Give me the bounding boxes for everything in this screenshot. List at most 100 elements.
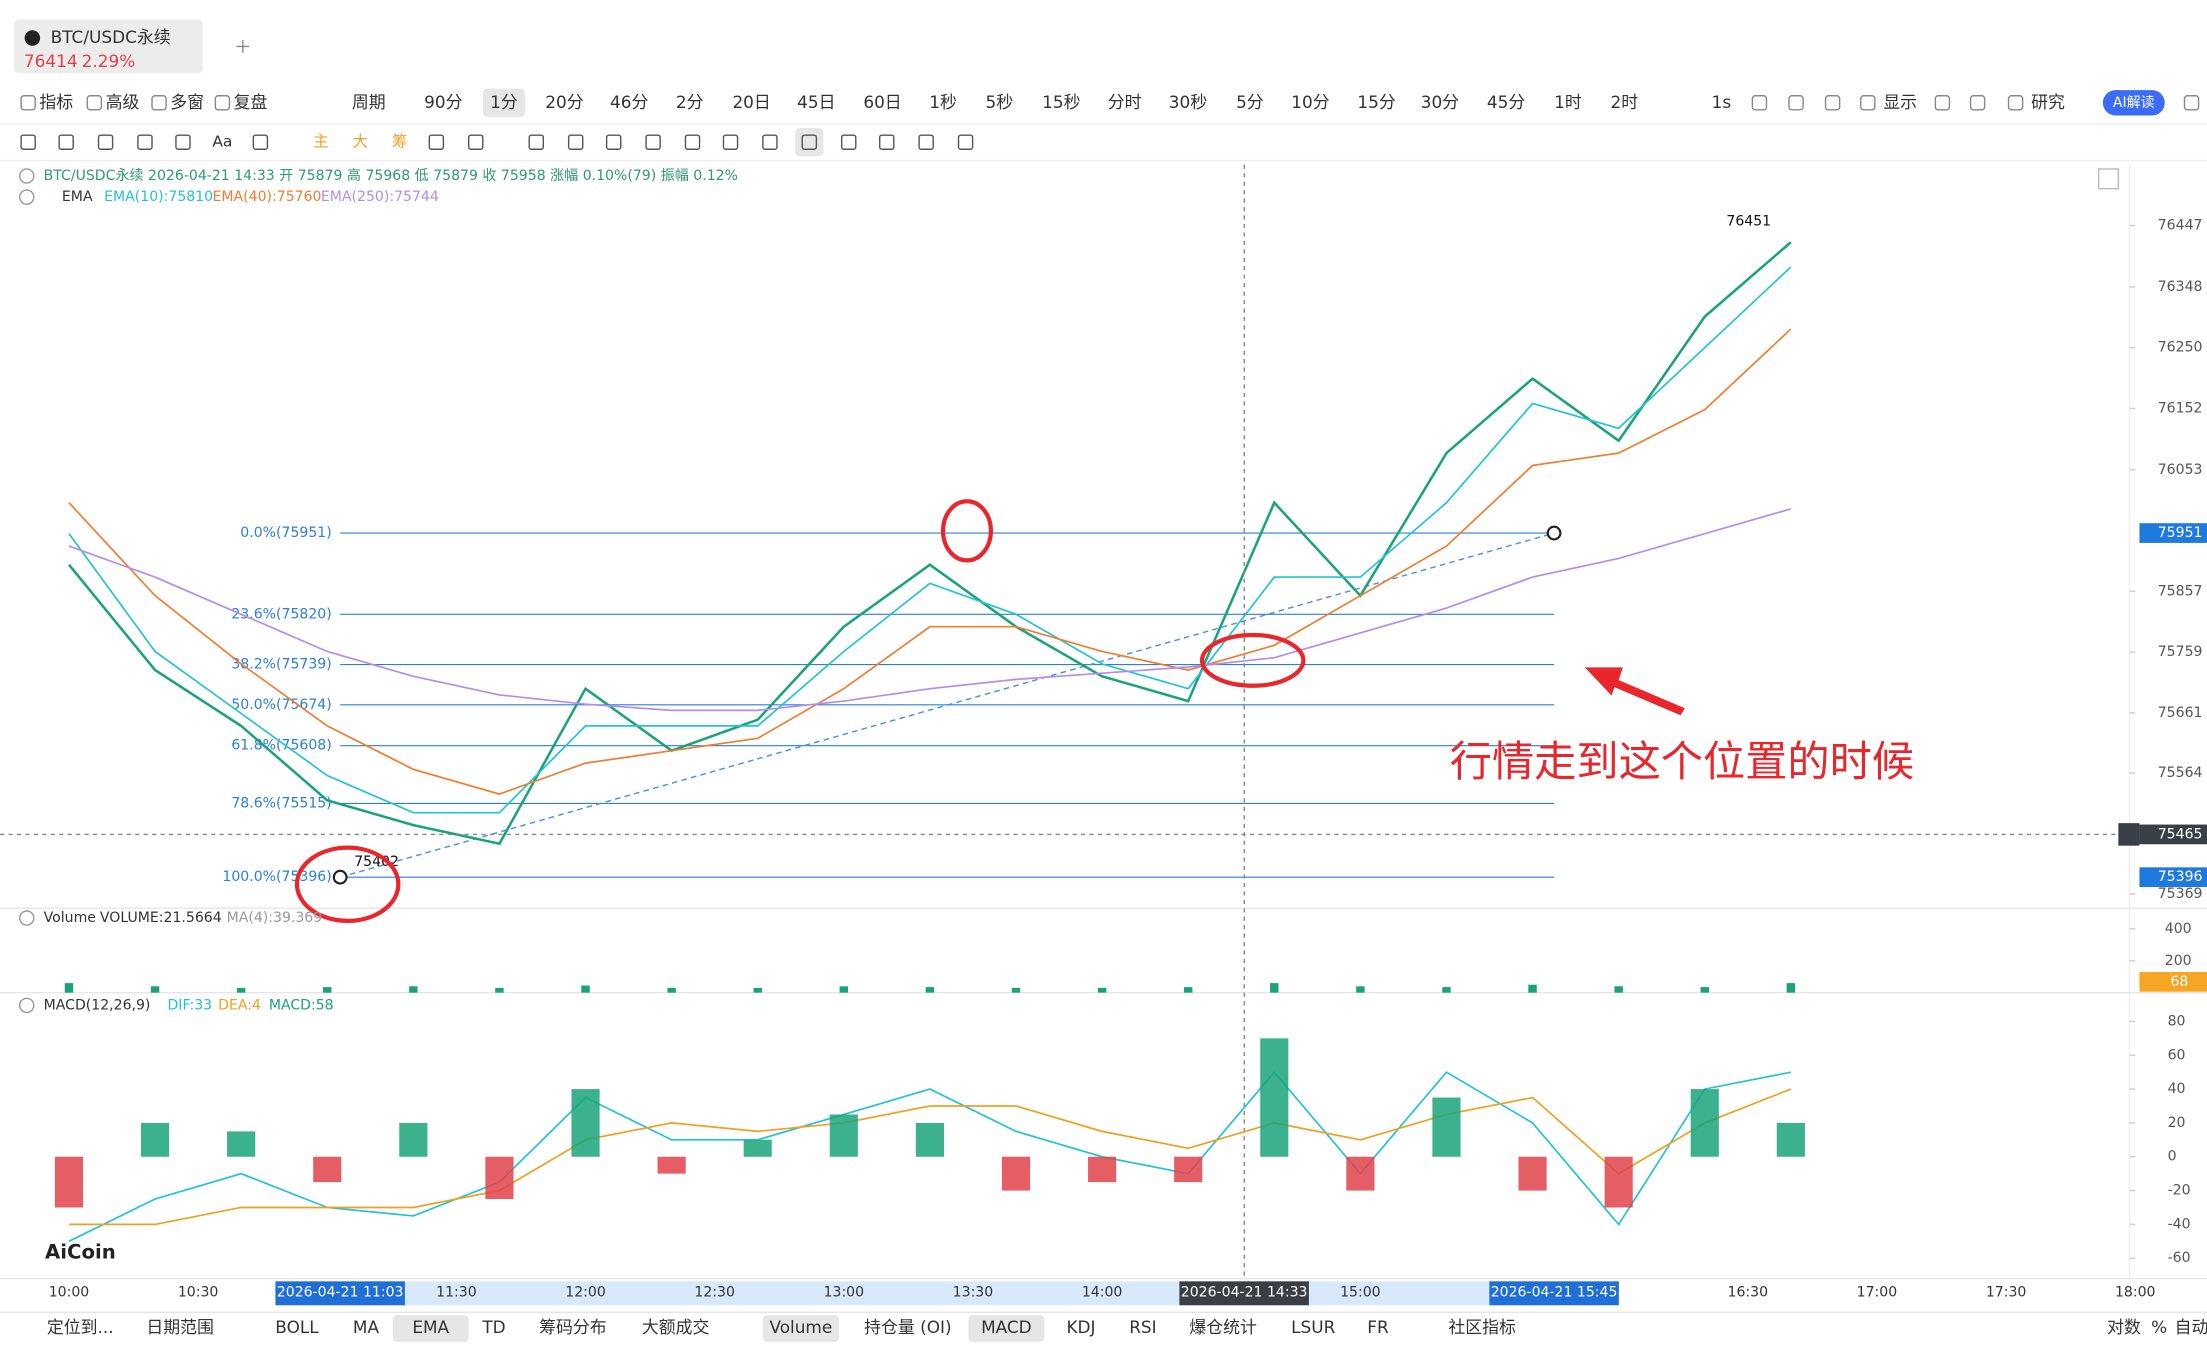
toolbar-item[interactable]: 46分 [610, 92, 648, 112]
toolbar-item[interactable]: 45分 [1487, 92, 1525, 112]
toolbar-item[interactable]: 显示 [1883, 92, 1917, 112]
bottom-item[interactable]: % [2151, 1317, 2167, 1337]
draw-tool[interactable] [762, 134, 778, 150]
toolbar-item[interactable]: 2分 [676, 92, 704, 112]
bottom-item[interactable]: 持仓量 (OI) [864, 1317, 951, 1337]
toolbar-item[interactable]: 30分 [1421, 92, 1459, 112]
draw-tool[interactable] [97, 134, 114, 150]
draw-tool[interactable] [684, 134, 701, 150]
toolbar-item[interactable]: 周期 [352, 92, 386, 112]
draw-tool[interactable] [252, 134, 269, 150]
collapse-icon[interactable] [19, 910, 35, 926]
bottom-item[interactable]: TD [481, 1317, 505, 1337]
draw-tool[interactable] [957, 134, 974, 150]
toolbar-item[interactable]: 90分 [424, 92, 462, 112]
draw-tool[interactable] [528, 134, 545, 150]
draw-tool-label[interactable]: Aa [212, 133, 232, 151]
draw-tool[interactable] [468, 134, 484, 150]
toolbar-icon[interactable] [1969, 95, 1986, 111]
bottom-item[interactable]: RSI [1129, 1317, 1156, 1337]
bottom-item[interactable]: BOLL [275, 1317, 319, 1337]
toolbar-icon[interactable] [86, 95, 103, 111]
bottom-item[interactable]: MACD [981, 1317, 1032, 1337]
trend-handle[interactable] [332, 869, 348, 885]
toolbar-item[interactable]: 高级 [106, 92, 140, 112]
toolbar-item[interactable]: 45日 [797, 92, 835, 112]
toolbar-item[interactable]: 30秒 [1169, 92, 1207, 112]
toolbar-item[interactable]: 2时 [1610, 92, 1638, 112]
toolbar-item[interactable]: 复盘 [234, 92, 268, 112]
bottom-item[interactable]: 日期范围 [146, 1317, 214, 1337]
y-tick-label: -60 [2168, 1250, 2191, 1266]
draw-tool[interactable] [722, 134, 739, 150]
toolbar-icon[interactable] [1860, 95, 1876, 111]
draw-tool-label[interactable]: 主 [313, 133, 328, 151]
toolbar-icon[interactable] [2007, 95, 2024, 111]
tab[interactable] [14, 19, 203, 74]
bottom-item[interactable]: KDJ [1066, 1317, 1095, 1337]
toolbar-icon[interactable] [1788, 95, 1804, 111]
draw-tool[interactable] [137, 134, 153, 150]
draw-tool[interactable] [567, 134, 584, 150]
draw-tool[interactable] [175, 134, 191, 150]
toolbar-item[interactable]: 1分 [490, 92, 518, 112]
toolbar-item[interactable]: 多窗 [170, 92, 204, 112]
toolbar-item[interactable]: AI解读 [2113, 94, 2155, 111]
toolbar-item[interactable]: 1时 [1554, 92, 1582, 112]
draw-tool[interactable] [645, 134, 661, 150]
draw-tool[interactable] [918, 134, 934, 150]
bottom-item[interactable]: 爆仓统计 [1189, 1317, 1257, 1337]
trend-handle[interactable] [1546, 525, 1562, 541]
bottom-item[interactable]: 社区指标 [1448, 1317, 1516, 1337]
toolbar-icon[interactable] [1934, 95, 1951, 111]
draw-tool-label[interactable]: 大 [353, 133, 368, 151]
bottom-item[interactable]: LSUR [1291, 1317, 1335, 1337]
toolbar-icon[interactable] [151, 95, 167, 111]
draw-tool[interactable] [58, 134, 74, 150]
toolbar-item[interactable]: 指标 [39, 92, 73, 112]
bottom-item[interactable]: Volume [770, 1317, 833, 1337]
collapse-icon[interactable] [19, 189, 35, 205]
bottom-item[interactable]: 大额成交 [642, 1317, 710, 1337]
draw-tool[interactable] [879, 134, 895, 150]
legend-entry: DEA:4 [218, 997, 261, 1013]
toolbar-icon[interactable] [20, 95, 36, 111]
bottom-item[interactable]: 对数 [2107, 1317, 2141, 1337]
collapse-icon[interactable] [19, 997, 35, 1014]
draw-tool[interactable] [605, 134, 622, 150]
bottom-item[interactable]: 自动 [2175, 1317, 2207, 1337]
toolbar-item[interactable]: 15分 [1357, 92, 1395, 112]
toolbar-icon[interactable] [214, 95, 231, 111]
bottom-item[interactable]: EMA [412, 1317, 449, 1337]
draw-tool[interactable] [801, 134, 818, 150]
collapse-icon[interactable] [19, 168, 35, 184]
toolbar-item[interactable]: 1秒 [929, 92, 957, 112]
toolbar-item[interactable]: 5分 [1236, 92, 1264, 112]
volume-bar [323, 987, 332, 993]
toolbar-item[interactable]: 20日 [732, 92, 770, 112]
toolbar-icon[interactable] [2183, 95, 2200, 111]
toolbar-icon[interactable] [1824, 95, 1841, 111]
selected-indicator [762, 1315, 839, 1342]
toolbar-item[interactable]: 研究 [2031, 92, 2065, 112]
toolbar-item[interactable]: 分时 [1108, 92, 1142, 112]
toolbar-item[interactable]: 60日 [863, 92, 901, 112]
fullscreen-icon[interactable] [2097, 168, 2120, 190]
bottom-item[interactable]: 筹码分布 [539, 1317, 607, 1337]
toolbar-item[interactable]: 15秒 [1042, 92, 1080, 112]
toolbar-icon[interactable] [1751, 95, 1768, 111]
ai-button[interactable] [2102, 90, 2165, 116]
add-tab[interactable] [236, 40, 250, 53]
toolbar-item[interactable]: 1s [1712, 92, 1732, 112]
draw-tool[interactable] [20, 134, 36, 150]
draw-tool[interactable] [840, 134, 857, 150]
draw-tool-label[interactable]: 筹 [392, 133, 407, 151]
toolbar-item[interactable]: 20分 [545, 92, 583, 112]
bottom-item[interactable]: MA [353, 1317, 380, 1337]
toolbar-item[interactable]: 5秒 [986, 92, 1014, 112]
toolbar-item[interactable]: 10分 [1291, 92, 1329, 112]
bottom-item[interactable]: 定位到... [47, 1317, 114, 1337]
draw-tool[interactable] [428, 134, 445, 150]
bottom-item[interactable]: FR [1367, 1317, 1389, 1337]
